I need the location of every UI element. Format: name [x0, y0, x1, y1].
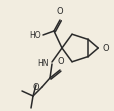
- Text: HO: HO: [29, 31, 41, 40]
- Text: O: O: [57, 57, 64, 66]
- Text: HN: HN: [37, 58, 49, 67]
- Text: O: O: [32, 83, 39, 92]
- Text: O: O: [101, 44, 108, 53]
- Text: O: O: [56, 7, 63, 16]
